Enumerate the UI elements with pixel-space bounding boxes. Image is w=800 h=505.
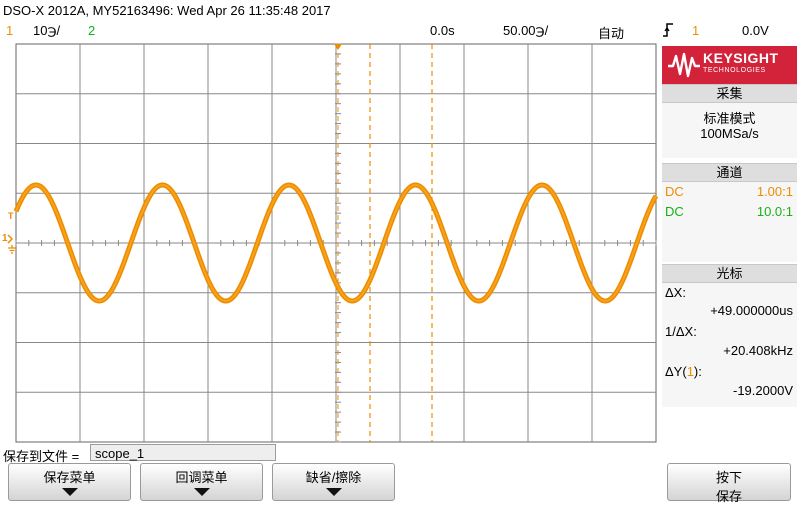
waveform-display[interactable] [0,0,660,445]
ch1-scale: 10℈/ [33,23,61,38]
ch2-probe: 10.0:1 [756,204,793,219]
ch1-indicator[interactable]: 1 [6,23,14,38]
ch2-coupling: DC [665,204,684,219]
graticule [15,43,657,443]
recall-menu-button[interactable]: 回调菜单 [140,463,263,501]
cursor-header: 光标 [662,264,797,283]
keysight-wave-icon [668,52,700,78]
save-label: 保存 [715,489,742,504]
logo-background [662,46,797,84]
default-erase-button[interactable]: 缺省/擦除 [272,463,395,501]
arrow-down-icon [193,488,210,496]
recall-menu-label: 回调菜单 [175,470,228,485]
channel-header: 通道 [662,163,797,182]
press-label: 按下 [715,470,742,485]
arrow-down-icon [61,488,78,496]
cursor-lines[interactable] [337,44,433,442]
save-menu-button[interactable]: 保存菜单 [8,463,131,501]
trigger-mode: 自动 [598,26,625,41]
trigger-position-marker[interactable] [334,44,342,50]
ch1-ground-icon [7,234,16,254]
ch1-coupling: DC [665,184,684,199]
window-title: DSO-X 2012A, MY52163496: Wed Apr 26 11:3… [3,3,331,18]
delta-y-value: -19.2000V [733,383,793,398]
sample-rate: 100MSa/s [700,126,759,141]
delta-y-suffix: ): [693,364,702,379]
time-position: 0.0s [430,23,455,38]
acquisition-section: 标准模式 100MSa/s [662,103,797,158]
trigger-level: 0.0V [742,23,769,38]
logo-subtext: TECHNOLOGIES [703,67,766,74]
default-erase-label: 缺省/擦除 [305,470,362,485]
ch1-waveform-core [15,183,657,303]
trigger-source: 1 [692,23,700,38]
info-panel: KEYSIGHT TECHNOLOGIES 采集 标准模式 100MSa/s 通… [659,44,800,442]
trigger-edge-icon [662,22,674,38]
file-name-field[interactable]: scope_1 [90,444,276,461]
save-to-file-label: 保存到文件 = [3,449,80,464]
ch2-indicator[interactable]: 2 [88,23,96,38]
ch1-probe: 1.00:1 [756,184,793,199]
trigger-level-marker[interactable]: T [8,211,14,221]
delta-y-label: ΔY(1): [665,364,702,379]
cursor-section: ΔX: +49.000000us 1/ΔX: +20.408kHz ΔY(1):… [662,283,797,407]
press-to-save-button[interactable]: 按下 保存 [667,463,791,504]
delta-y-prefix: ΔY( [665,364,687,379]
save-menu-label: 保存菜单 [43,470,96,485]
inverse-delta-x-value: +20.408kHz [723,343,793,358]
acquisition-mode: 标准模式 [703,111,756,126]
channel-section: DC 1.00:1 DC 10.0:1 [662,182,797,262]
logo-text: KEYSIGHT [703,50,779,66]
arrow-down-icon [325,488,342,496]
delta-y-channel: 1 [686,364,694,379]
time-scale: 50.00℈/ [503,23,549,38]
acquisition-header: 采集 [662,84,797,103]
inverse-delta-x-label: 1/ΔX: [665,324,697,339]
delta-x-value: +49.000000us [710,303,793,318]
ch1-ground-marker[interactable]: 1 [2,233,8,244]
delta-x-label: ΔX: [665,285,686,300]
